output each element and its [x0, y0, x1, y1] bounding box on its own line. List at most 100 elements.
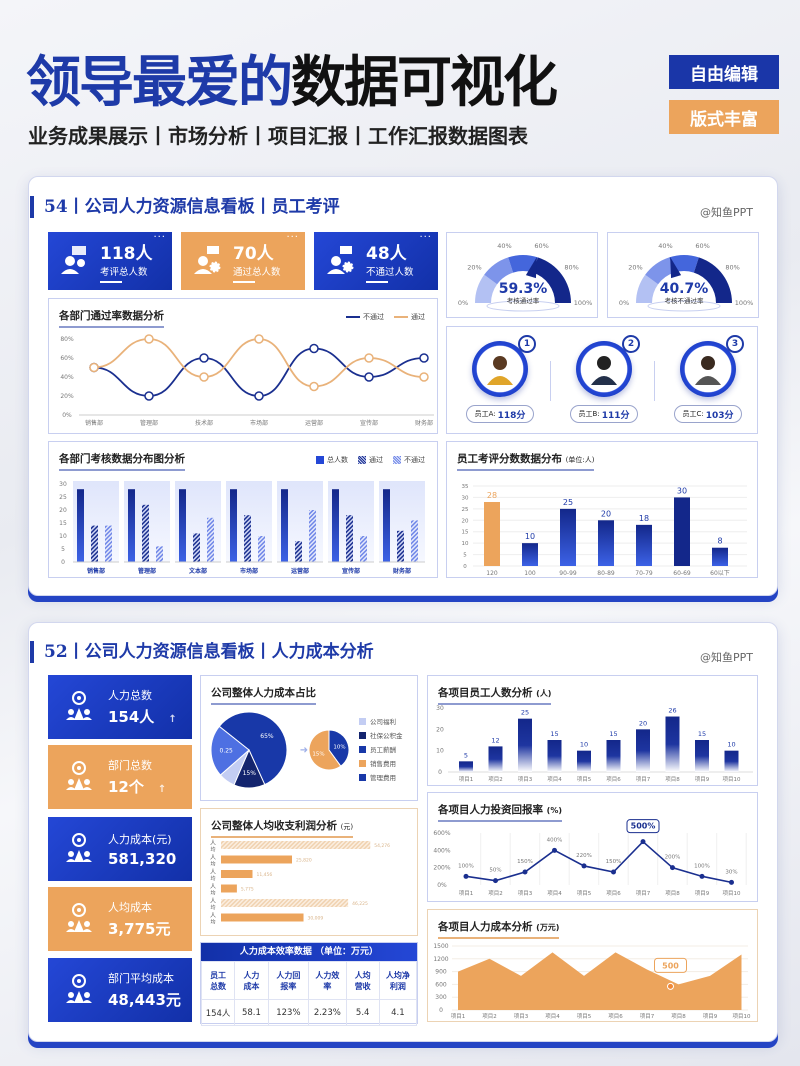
- x-tick: 项目6: [606, 776, 621, 783]
- x-tick: 运营部: [305, 419, 323, 427]
- y-tick: 0%: [437, 882, 447, 889]
- x-tick: 财务部: [392, 567, 411, 575]
- x-tick: 项目6: [606, 890, 621, 897]
- tile-label: 部门总数: [108, 759, 152, 772]
- score-bar-chart: 0 5 10 15 20 25 30 35 28 120 10 100 25 90-99 20 80-89 18…: [462, 484, 747, 577]
- y-tick: 60%: [60, 355, 74, 362]
- x-tick: 项目7: [640, 1013, 655, 1020]
- employee-photo: 2: [576, 335, 640, 397]
- more-icon[interactable]: ···: [153, 232, 166, 243]
- table-cell: 123%: [267, 999, 310, 1026]
- bar-pass: [142, 504, 149, 562]
- profit-panel: 公司整体人均收支利润分析 (元) 人均 54,276 人均 25,820 人均 11,45…: [200, 808, 418, 936]
- gauge-tick: 20%: [467, 264, 481, 272]
- x-tick: 项目9: [695, 776, 710, 783]
- table-cell: 154人: [200, 999, 236, 1026]
- tile-value: 48,443元: [108, 991, 181, 1009]
- slice-label: 15%: [312, 751, 324, 757]
- data-point: [729, 879, 734, 885]
- sub-pie-slice: [328, 729, 350, 767]
- stat-card: ··· 118人 考评总人数: [48, 232, 172, 290]
- bar-fail: [105, 525, 112, 562]
- employee-card[interactable]: 1 员工A: 118分: [455, 335, 545, 423]
- employee-score-pill: 员工B: 111分: [570, 405, 638, 423]
- employee-card[interactable]: 2 员工B: 111分: [559, 335, 649, 423]
- panel-title: 各项目人力投资回报率 (%): [438, 802, 562, 822]
- tile-value: 3,775元: [108, 920, 171, 938]
- top-employees-panel: 1 员工A: 118分 2 员工B: 111分 3 员工C: 103分: [446, 326, 758, 434]
- rank-badge: 3: [726, 335, 744, 353]
- alert-person-icon: [66, 973, 92, 1007]
- y-tick: 30: [436, 705, 444, 712]
- roi-line-chart: 0% 200% 400% 600% 项目1 项目2 项目3 项目4 项目5 项目6 项目7 项目8 项目…: [433, 819, 747, 897]
- table-cell: 5.4: [345, 999, 380, 1026]
- y-tick: 均: [210, 861, 215, 868]
- data-point: [199, 372, 209, 382]
- legend-label: 公司福利: [370, 717, 396, 726]
- x-tick: 60以下: [710, 570, 730, 577]
- watermark: @知鱼PPT: [700, 206, 753, 219]
- data-label: 20: [601, 509, 611, 518]
- data-label: 15: [698, 730, 706, 738]
- tile-value-row: 12个 ↑: [108, 776, 166, 797]
- employee-score: 111分: [601, 410, 630, 421]
- legend-label: 管理费用: [370, 773, 396, 782]
- bar: [547, 740, 562, 772]
- x-tick: 项目10: [723, 776, 741, 783]
- bar-total: [281, 489, 288, 562]
- bar: [488, 746, 503, 772]
- x-tick: 项目10: [733, 1013, 751, 1020]
- bar-fail: [207, 517, 214, 562]
- y-tick: 人: [210, 855, 216, 862]
- gauge-segment: [693, 257, 732, 303]
- bar: [695, 740, 709, 772]
- x-tick: 项目7: [636, 890, 651, 897]
- title-text: 各项目员工人数分析: [438, 687, 533, 699]
- bar: [221, 855, 293, 864]
- y-tick: 0: [61, 559, 65, 566]
- y-tick: 30: [462, 495, 469, 501]
- data-label: 15: [550, 730, 558, 738]
- more-icon[interactable]: ···: [286, 232, 299, 243]
- callout-box: [626, 819, 660, 834]
- employee-card[interactable]: 3 员工C: 103分: [663, 335, 753, 423]
- y-tick: 300: [435, 994, 447, 1001]
- y-tick: 均: [210, 890, 215, 897]
- title-text: 公司整体人均收支利润分析: [211, 820, 337, 832]
- summary-tile: 部门总数 12个 ↑: [48, 745, 192, 809]
- data-point: [552, 847, 557, 853]
- gauge-value: 40.7%: [660, 281, 709, 297]
- table-header: 人力效率: [308, 961, 347, 1000]
- y-tick: 10: [462, 541, 469, 547]
- x-tick: 项目2: [488, 776, 503, 783]
- legend-pass: 通过: [369, 456, 383, 464]
- tile-value-row: 154人 ↑: [108, 706, 177, 727]
- bar-pass: [244, 515, 251, 562]
- y-tick: 200%: [433, 865, 450, 872]
- more-icon[interactable]: ···: [419, 232, 432, 243]
- score-distribution-panel: 员工考评分数数据分布 (单位:人) 0 5 10 15 20 25 30 35 28 120 10 1…: [446, 441, 758, 578]
- x-tick: 销售部: [87, 567, 105, 575]
- bar: [636, 729, 650, 772]
- x-tick: 项目4: [547, 890, 562, 897]
- tile-value-row: 3,775元: [108, 918, 170, 939]
- pie-slice: [218, 711, 288, 786]
- stat-card: ··· 70人 通过总人数: [181, 232, 305, 290]
- x-tick: 文本部: [188, 567, 207, 575]
- table-header: 人均净利润: [378, 961, 418, 1000]
- chart-legend: 总人数 通过 不通过: [316, 455, 425, 465]
- bar: [518, 718, 532, 772]
- panel-title: 公司整体人力成本占比: [211, 685, 316, 705]
- data-label: 100%: [694, 863, 710, 869]
- employee-score: 118分: [497, 410, 526, 421]
- data-point: [640, 839, 646, 845]
- bar-fail: [411, 520, 418, 562]
- tile-label: 人均成本: [108, 901, 152, 914]
- data-label: 30: [677, 486, 687, 495]
- y-tick: 0: [438, 769, 442, 776]
- bar: [560, 508, 576, 566]
- slice-label: 10%: [333, 745, 345, 751]
- gauge-needle: [670, 257, 682, 279]
- x-tick: 项目2: [482, 1013, 497, 1020]
